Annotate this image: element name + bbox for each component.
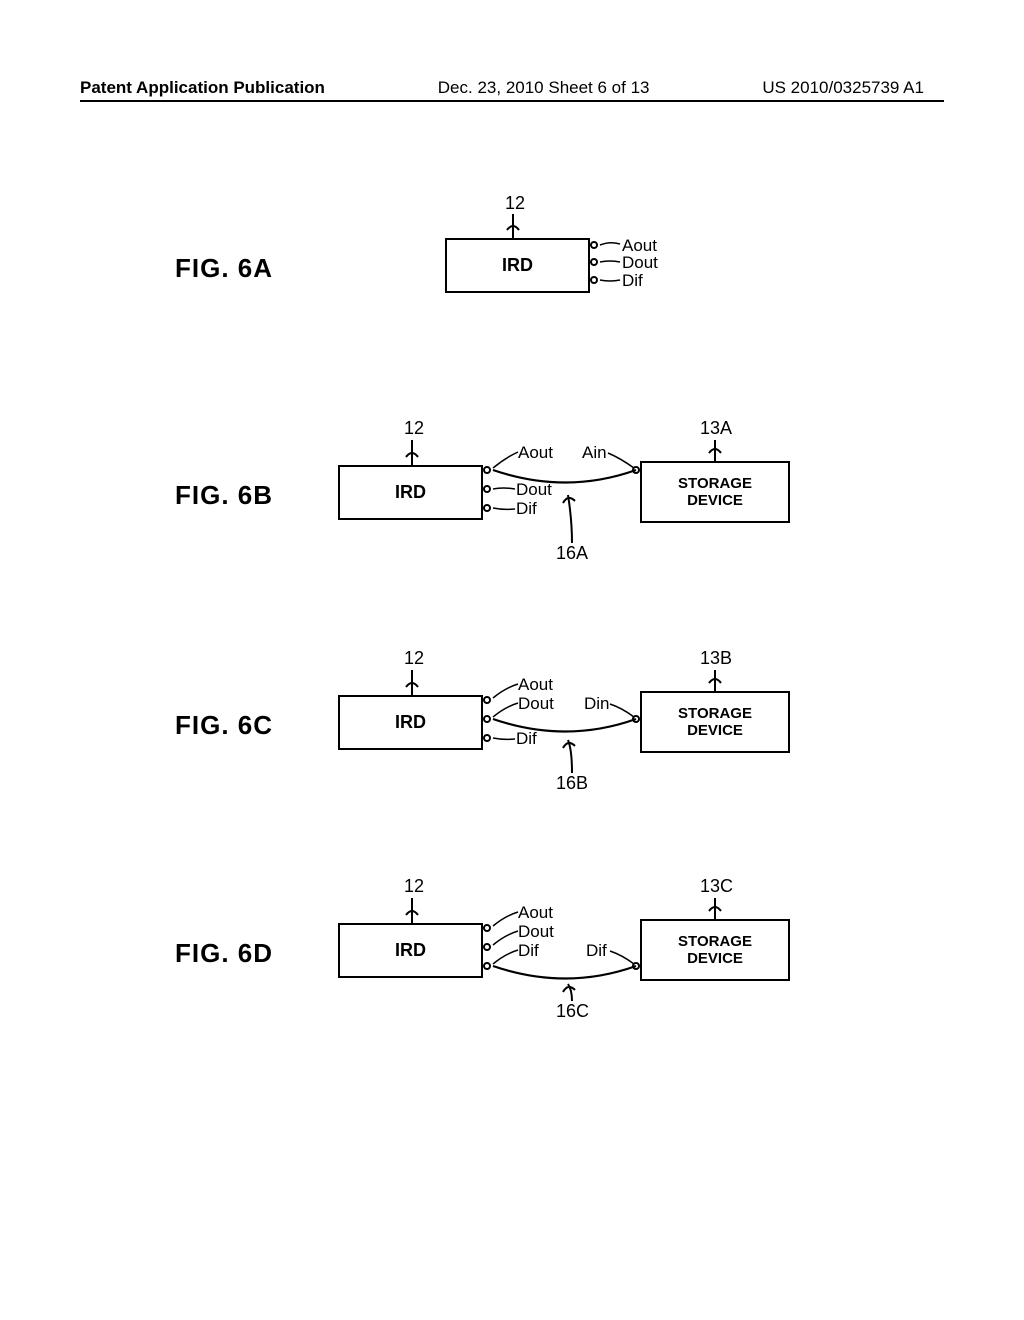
ref16-lead-d	[0, 0, 1024, 1320]
ref-16-d: 16C	[556, 1001, 589, 1022]
